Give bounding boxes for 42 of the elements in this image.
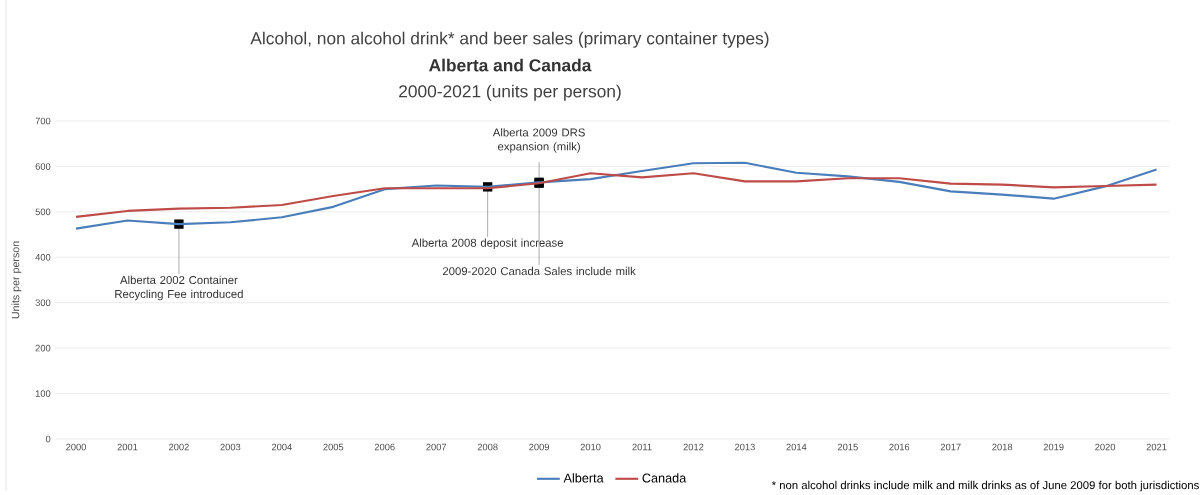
- annotation: Alberta 2002 Container Recycling Fee introduced: [115, 275, 243, 301]
- chart-title: Alcohol, non alcohol drink* and beer sales (primary container types): [250, 31, 769, 48]
- y-tick-label: 700: [35, 117, 51, 125]
- x-tick-label: 2013: [735, 443, 755, 451]
- x-tick-label: 2014: [786, 443, 807, 451]
- x-tick-label: 2017: [940, 443, 961, 451]
- annotation: Alberta 2008 deposit increase: [411, 238, 564, 250]
- line-series: [74, 161, 1158, 230]
- x-tick-label: 2018: [992, 443, 1013, 451]
- x-tick-label: 2000: [66, 443, 87, 451]
- y-tick-label: 200: [35, 344, 51, 352]
- y-tick-label: 600: [35, 163, 51, 170]
- x-tick-label: 2003: [220, 443, 241, 451]
- x-tick-label: 2016: [889, 443, 910, 451]
- x-tick-label: 2005: [323, 443, 344, 451]
- x-tick-label: 2002: [169, 443, 189, 451]
- x-tick-label: 2009: [529, 443, 550, 451]
- y-tick-label: 100: [35, 390, 51, 397]
- annotation: 2009-2020 Canada Sales include milk: [442, 266, 636, 276]
- y-axis-title: Units per person: [11, 241, 22, 319]
- legend-label: Alberta: [563, 473, 604, 483]
- x-tick-label: 2021: [1146, 443, 1167, 451]
- text: 2000-2021 (units per person): [399, 84, 621, 101]
- x-tick-label: 2008: [477, 443, 498, 451]
- legend-label: Canada: [642, 473, 687, 483]
- y-tick-label: 500: [35, 208, 51, 216]
- y-tick-label: 300: [35, 299, 51, 306]
- x-tick-label: 2006: [374, 443, 395, 451]
- chart-subtitle: Alberta and Canada: [429, 58, 592, 72]
- x-tick-label: 2020: [1095, 443, 1116, 451]
- x-tick-label: 2004: [271, 443, 292, 451]
- x-tick-label: 2001: [117, 443, 138, 451]
- x-tick-label: 2019: [1043, 443, 1064, 451]
- x-tick-label: 2010: [580, 443, 601, 451]
- annotation: Alberta 2009 DRS expansion (milk): [492, 128, 585, 153]
- x-tick-label: 2011: [632, 443, 652, 451]
- y-tick-label: 0: [45, 435, 51, 443]
- y-tick-label: 400: [35, 253, 51, 261]
- x-tick-label: 2007: [426, 443, 447, 451]
- x-tick-label: 2012: [683, 443, 704, 451]
- text: * non alcohol drinks include milk and milk drinks as of June 2009 for both jurisdictions: [771, 480, 1199, 492]
- x-tick-label: 2015: [837, 443, 858, 451]
